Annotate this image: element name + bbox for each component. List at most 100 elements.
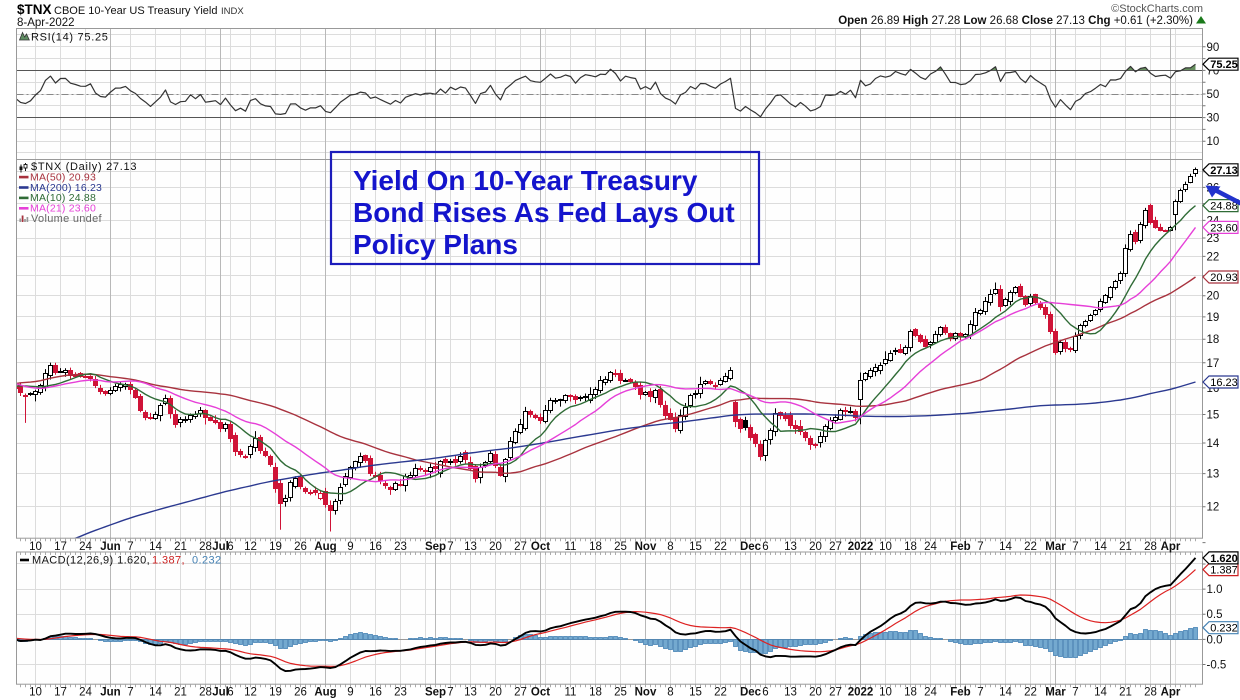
svg-text:14: 14 — [1094, 541, 1107, 553]
svg-text:$TNX: $TNX — [17, 2, 52, 17]
svg-text:20.93: 20.93 — [1210, 272, 1238, 284]
svg-text:CBOE 10-Year US Treasury Yield: CBOE 10-Year US Treasury Yield — [54, 5, 217, 17]
svg-text:Oct: Oct — [531, 687, 550, 699]
svg-text:2022: 2022 — [848, 541, 874, 553]
svg-text:22: 22 — [1024, 687, 1037, 699]
svg-text:8: 8 — [667, 541, 673, 553]
svg-text:10: 10 — [29, 687, 42, 699]
svg-text:26: 26 — [294, 687, 307, 699]
svg-text:27: 27 — [514, 687, 527, 699]
svg-text:26: 26 — [294, 541, 307, 553]
svg-text:19: 19 — [269, 541, 282, 553]
svg-text:11: 11 — [565, 687, 577, 699]
svg-text:6: 6 — [227, 687, 233, 699]
svg-text:Dec: Dec — [740, 541, 762, 553]
svg-text:6: 6 — [762, 541, 768, 553]
svg-text:8-Apr-2022: 8-Apr-2022 — [17, 17, 75, 29]
svg-text:Aug: Aug — [314, 687, 336, 699]
svg-text:Dec: Dec — [740, 687, 762, 699]
svg-text:Apr: Apr — [1161, 687, 1181, 699]
svg-text:18: 18 — [904, 687, 917, 699]
svg-text:Yield On 10-Year Treasury: Yield On 10-Year Treasury — [353, 165, 698, 196]
svg-text:2022: 2022 — [848, 687, 874, 699]
svg-text:7: 7 — [1072, 541, 1078, 553]
svg-text:10: 10 — [29, 541, 42, 553]
svg-text:14: 14 — [149, 541, 162, 553]
svg-text:75.25: 75.25 — [1210, 59, 1238, 71]
svg-text:12: 12 — [1207, 502, 1220, 514]
svg-text:14: 14 — [999, 687, 1012, 699]
svg-text:6: 6 — [762, 687, 768, 699]
svg-text:9: 9 — [347, 687, 353, 699]
svg-text:13: 13 — [464, 541, 477, 553]
svg-text:Oct: Oct — [531, 541, 550, 553]
svg-text:Mar: Mar — [1045, 687, 1066, 699]
svg-text:Feb: Feb — [950, 541, 970, 553]
svg-text:Policy Plans: Policy Plans — [353, 229, 518, 260]
svg-text:12: 12 — [244, 687, 257, 699]
svg-text:14: 14 — [1094, 687, 1107, 699]
svg-text:7: 7 — [1072, 687, 1078, 699]
svg-text:20: 20 — [809, 541, 822, 553]
svg-text:18: 18 — [1207, 334, 1220, 346]
svg-text:16: 16 — [369, 541, 382, 553]
svg-text:13: 13 — [464, 687, 477, 699]
svg-text:Jun: Jun — [100, 687, 120, 699]
svg-text:8: 8 — [667, 687, 673, 699]
svg-text:30: 30 — [1207, 113, 1220, 125]
svg-text:Bond Rises As Fed Lays Out: Bond Rises As Fed Lays Out — [353, 197, 735, 228]
svg-text:Mar: Mar — [1045, 541, 1066, 553]
svg-text:©StockCharts.com: ©StockCharts.com — [1111, 3, 1203, 15]
svg-text:22: 22 — [1207, 251, 1220, 263]
svg-text:Apr: Apr — [1161, 541, 1181, 553]
svg-text:INDX: INDX — [221, 6, 244, 17]
svg-text:7: 7 — [977, 541, 983, 553]
svg-text:28: 28 — [199, 541, 212, 553]
svg-text:0.232: 0.232 — [192, 555, 222, 567]
svg-text:27.13: 27.13 — [1210, 165, 1238, 177]
svg-text:Jul: Jul — [212, 687, 229, 699]
svg-text:14: 14 — [1207, 438, 1220, 450]
svg-text:10: 10 — [879, 687, 892, 699]
svg-text:17: 17 — [1207, 358, 1220, 370]
svg-text:RSI(14) 75.25: RSI(14) 75.25 — [31, 32, 109, 44]
svg-text:Jul: Jul — [212, 541, 229, 553]
svg-text:50: 50 — [1207, 89, 1220, 101]
svg-text:19: 19 — [1207, 312, 1220, 324]
svg-text:MA(21) 23.60: MA(21) 23.60 — [30, 203, 96, 215]
svg-text:17: 17 — [54, 687, 67, 699]
svg-text:12: 12 — [244, 541, 257, 553]
svg-text:7: 7 — [127, 541, 133, 553]
svg-text:Sep: Sep — [425, 687, 446, 699]
svg-text:17: 17 — [54, 541, 67, 553]
svg-text:15: 15 — [689, 541, 702, 553]
svg-text:6: 6 — [227, 541, 233, 553]
svg-text:21: 21 — [174, 541, 187, 553]
svg-text:20: 20 — [489, 687, 502, 699]
svg-text:24.88: 24.88 — [1210, 201, 1238, 213]
svg-text:19: 19 — [269, 687, 282, 699]
svg-text:Nov: Nov — [635, 687, 657, 699]
svg-text:18: 18 — [589, 541, 602, 553]
svg-text:Aug: Aug — [314, 541, 336, 553]
svg-text:MA(10) 24.88: MA(10) 24.88 — [30, 192, 96, 204]
svg-text:7: 7 — [977, 687, 983, 699]
svg-text:90: 90 — [1207, 42, 1220, 54]
svg-text:15: 15 — [689, 687, 702, 699]
svg-text:24: 24 — [79, 541, 92, 553]
svg-text:28: 28 — [1144, 687, 1157, 699]
svg-text:23: 23 — [1207, 233, 1220, 245]
svg-text:21: 21 — [1119, 541, 1132, 553]
svg-text:Feb: Feb — [950, 687, 970, 699]
svg-text:28: 28 — [199, 687, 212, 699]
svg-text:7: 7 — [447, 541, 453, 553]
svg-text:7: 7 — [127, 687, 133, 699]
svg-text:9: 9 — [347, 541, 353, 553]
svg-text:20: 20 — [489, 541, 502, 553]
svg-text:Jun: Jun — [100, 541, 120, 553]
svg-text:22: 22 — [714, 687, 727, 699]
svg-text:Sep: Sep — [425, 541, 446, 553]
svg-text:$TNX (Daily) 27.13: $TNX (Daily) 27.13 — [31, 161, 137, 173]
svg-text:22: 22 — [714, 541, 727, 553]
svg-text:1.387: 1.387 — [1210, 565, 1238, 577]
